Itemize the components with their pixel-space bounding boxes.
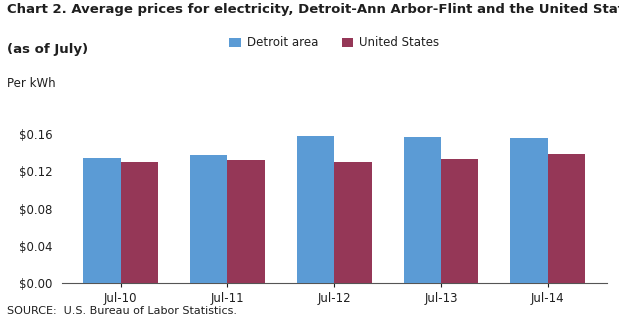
Bar bbox=[227, 160, 265, 283]
Bar bbox=[190, 156, 227, 283]
Text: Chart 2. Average prices for electricity, Detroit-Ann Arbor-Flint and the United : Chart 2. Average prices for electricity,… bbox=[7, 3, 619, 16]
Bar bbox=[297, 136, 334, 283]
Bar bbox=[84, 158, 121, 283]
Text: Per kWh: Per kWh bbox=[7, 77, 56, 90]
Bar bbox=[441, 159, 478, 283]
Bar bbox=[121, 162, 158, 283]
Legend: Detroit area, United States: Detroit area, United States bbox=[224, 32, 444, 54]
Bar bbox=[334, 162, 371, 283]
Bar bbox=[404, 137, 441, 283]
Bar bbox=[511, 138, 548, 283]
Text: (as of July): (as of July) bbox=[7, 43, 89, 56]
Text: SOURCE:  U.S. Bureau of Labor Statistics.: SOURCE: U.S. Bureau of Labor Statistics. bbox=[7, 306, 238, 316]
Bar bbox=[548, 155, 585, 283]
